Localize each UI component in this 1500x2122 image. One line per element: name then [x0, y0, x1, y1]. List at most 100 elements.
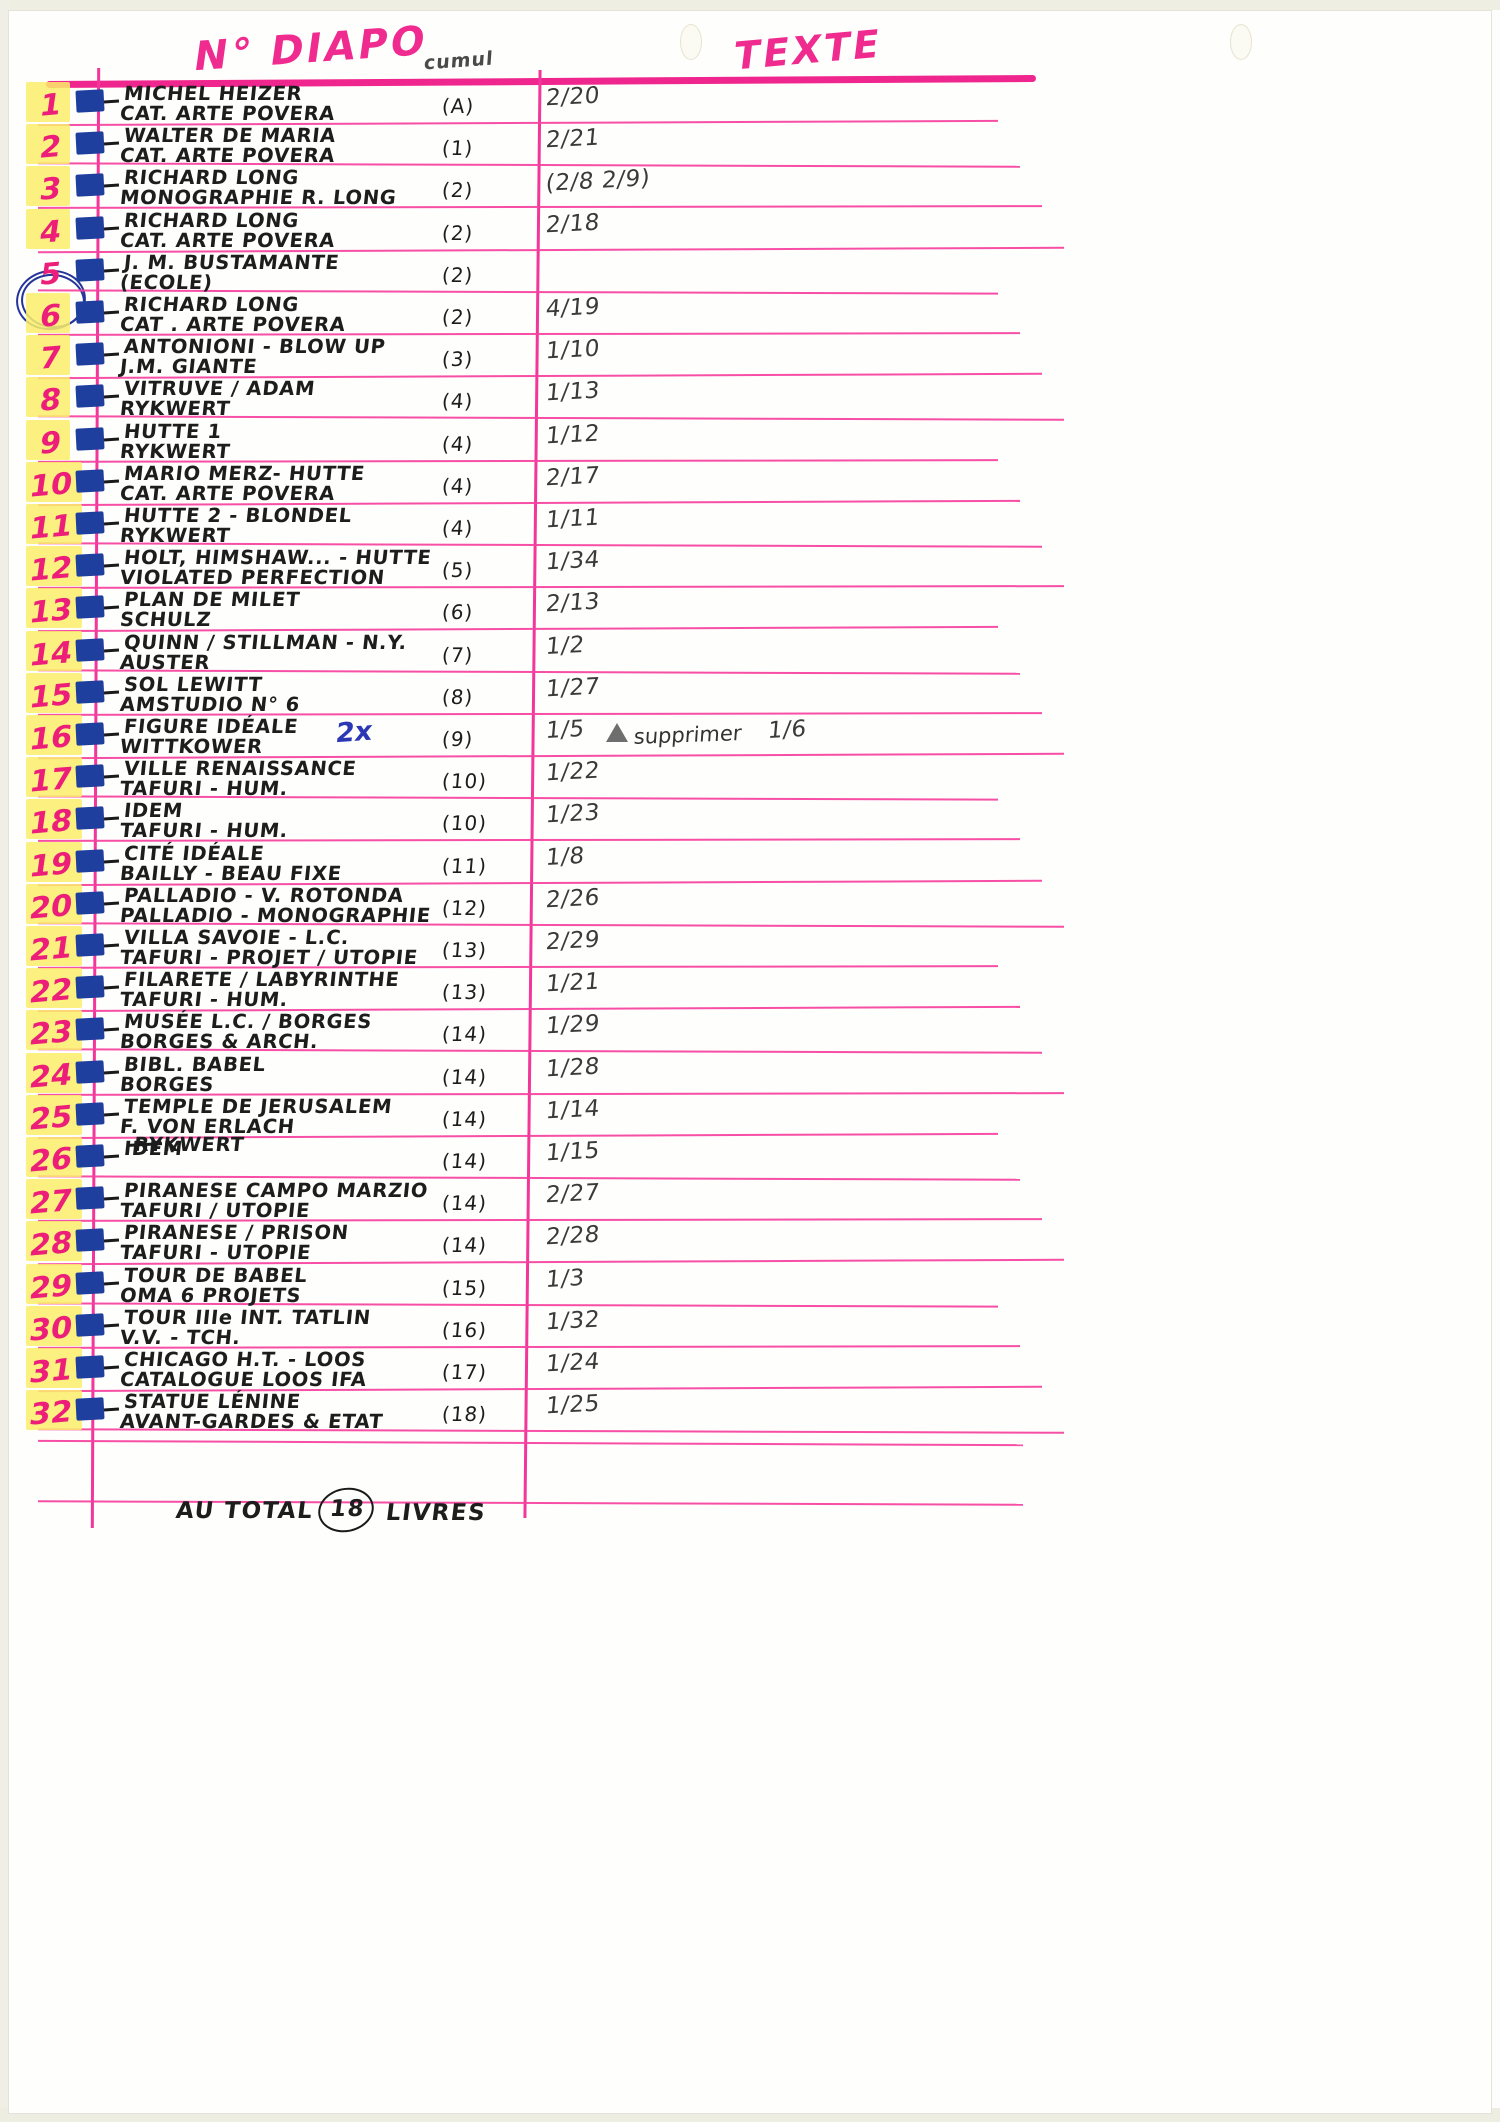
texte-value: 2/18 — [544, 209, 601, 238]
highlight-swatch — [26, 1094, 82, 1135]
entry-dash — [103, 268, 120, 273]
entry-dash — [103, 437, 120, 442]
entry-line-2: RYKWERT — [118, 524, 232, 547]
slide-number: 22 — [27, 972, 75, 1011]
cumul-value: (15) — [440, 1275, 489, 1300]
highlight-swatch — [26, 293, 70, 333]
entry-dash — [103, 1070, 120, 1075]
cumul-value: (13) — [440, 980, 489, 1005]
entry-dash — [103, 226, 120, 231]
cumul-value: (12) — [440, 895, 489, 920]
entry-dash — [103, 394, 120, 399]
texte-value: 2/29 — [544, 926, 601, 956]
entry-line-2: TAFURI - PROJET / UTOPIE — [118, 946, 420, 969]
highlight-swatch — [26, 335, 70, 376]
entry-dash — [103, 521, 120, 526]
entry-dash — [103, 859, 120, 864]
column-header-cumul: cumul — [423, 47, 495, 75]
entry-line-2: AUSTER — [118, 650, 212, 674]
slide-number: 12 — [27, 550, 75, 589]
entry-dash — [103, 1323, 120, 1328]
highlight-swatch — [26, 82, 70, 122]
cumul-value: (10) — [440, 769, 489, 794]
entry-dash — [103, 1365, 120, 1370]
cumul-value: (14) — [440, 1064, 489, 1089]
cumul-value: (4) — [440, 389, 475, 414]
slide-number: 15 — [27, 677, 75, 716]
cumul-value: (14) — [440, 1233, 489, 1258]
texte-value: 1/14 — [544, 1095, 601, 1125]
entry-line-2: RYKWERT — [118, 397, 232, 421]
cumul-value: (1) — [440, 136, 475, 161]
entry-dash — [103, 648, 120, 653]
highlight-swatch — [26, 461, 82, 502]
row-separator — [38, 1439, 1023, 1447]
texte-value: 1/2 — [544, 631, 586, 660]
cumul-value: (2) — [440, 262, 475, 287]
blue-check-mark — [75, 1144, 105, 1168]
entry-line-2: TAFURI - HUM. — [118, 819, 290, 843]
texte-value: 1/22 — [544, 757, 601, 787]
cumul-value: (14) — [440, 1191, 489, 1216]
highlight-swatch — [26, 1348, 82, 1388]
highlight-swatch — [26, 504, 82, 544]
cumul-value: (2) — [440, 178, 475, 203]
cumul-value: (10) — [440, 811, 489, 836]
texte-value: 1/21 — [544, 968, 601, 998]
entry-dash — [103, 943, 120, 948]
blue-check-mark — [75, 511, 105, 535]
highlight-swatch — [26, 1137, 82, 1177]
texte-value: 1/24 — [544, 1348, 601, 1378]
entry-line-2: CAT. ARTE POVERA — [118, 102, 337, 125]
slide-number: 10 — [27, 466, 75, 505]
blue-check-mark — [75, 1270, 105, 1295]
texte-value: 1/12 — [544, 420, 601, 449]
cumul-value: (4) — [440, 473, 475, 498]
page-edge-top — [0, 0, 1500, 10]
texte-value: 1/11 — [544, 504, 601, 534]
texte-value: 1/27 — [544, 673, 601, 703]
texte-value: 2/26 — [544, 884, 601, 914]
highlight-swatch — [26, 672, 82, 713]
punch-hole — [1230, 24, 1252, 60]
cumul-value: (4) — [440, 516, 475, 540]
blue-check-mark — [75, 342, 105, 366]
highlight-swatch — [26, 1305, 82, 1346]
highlight-swatch — [26, 757, 82, 798]
cumul-value: (2) — [440, 220, 475, 245]
entry-line-2: J.M. GIANTE — [118, 355, 259, 379]
entry-line-2: BORGES & ARCH. — [118, 1030, 320, 1054]
entry-dash — [103, 352, 120, 357]
cumul-value: (3) — [440, 347, 475, 372]
entry-line-2: CAT . ARTE POVERA — [118, 313, 347, 336]
cumul-value: (18) — [440, 1402, 489, 1427]
slide-number: 16 — [27, 719, 75, 758]
slide-number: 26 — [27, 1141, 75, 1180]
blue-check-mark — [75, 680, 105, 704]
column-header-numero: N° DIAPO — [191, 17, 431, 81]
texte-value: 1/29 — [544, 1011, 601, 1040]
texte-value: 4/19 — [544, 293, 601, 323]
texte-value: 1/8 — [544, 842, 586, 871]
highlight-swatch — [26, 588, 82, 629]
highlight-swatch — [26, 883, 82, 924]
entry-dash — [103, 99, 120, 104]
highlight-swatch — [26, 546, 82, 587]
paper-sheet: N° DIAPO cumul TEXTE 1 MICHEL HEIZER CAT. … — [8, 10, 1492, 2114]
cumul-value: (8) — [440, 684, 475, 709]
entry-dash — [103, 141, 120, 146]
texte-value: 2/20 — [544, 82, 601, 112]
cumul-value: (17) — [440, 1360, 489, 1384]
entry-line-2: PALLADIO - MONOGRAPHIE — [118, 903, 433, 927]
entry-dash — [103, 1281, 120, 1286]
texte-value: (2/8 2/9) — [544, 165, 652, 198]
entry-line-2: WITTKOWER — [118, 735, 264, 758]
supprimer-value: 1/6 — [766, 716, 808, 744]
highlight-swatch — [26, 1263, 82, 1304]
texte-value: 2/21 — [544, 124, 601, 154]
texte-value: 1/13 — [544, 378, 601, 407]
blue-check-mark — [75, 1059, 105, 1084]
entry-dash — [103, 1407, 120, 1412]
blue-check-mark — [75, 1313, 105, 1337]
slide-number: 17 — [27, 761, 75, 800]
